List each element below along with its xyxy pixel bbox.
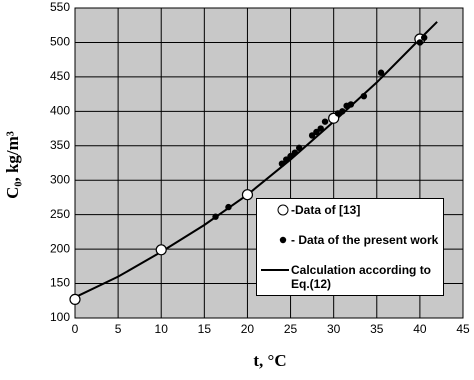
open-point [241, 189, 254, 201]
x-tick-label: 10 [155, 322, 169, 336]
filled-point [347, 101, 355, 108]
legend-label: - Data of the present work [291, 233, 439, 247]
open-point [155, 244, 167, 256]
x-tick-label: 35 [370, 322, 384, 336]
filled-point [287, 152, 294, 160]
filled-point [339, 108, 346, 115]
legend-label: -Data of [13] [291, 203, 361, 217]
legend-marker [277, 204, 289, 216]
filled-point [321, 118, 329, 125]
y-tick-label: 250 [50, 207, 70, 221]
filled-point [317, 125, 324, 132]
legend-icon [277, 204, 289, 216]
x-tick-label: 25 [284, 322, 298, 336]
filled-point [283, 156, 290, 163]
legend-label: Calculation according to Eq.(12) [291, 263, 432, 291]
filled-point [291, 149, 299, 156]
legend-icon [279, 236, 287, 244]
x-tick-label: 40 [413, 322, 427, 336]
x-axis-label: t, °C [253, 351, 286, 370]
x-tick-label: 45 [456, 322, 470, 336]
filled-point [421, 34, 428, 41]
y-tick-label: 300 [50, 172, 70, 186]
y-tick-label: 400 [50, 104, 70, 118]
filled-point [313, 128, 320, 136]
y-axis-label: C₀, kg/m³ [3, 131, 22, 199]
filled-point [295, 144, 303, 152]
legend-entry: - Data of the present work [257, 233, 443, 247]
legend-marker [279, 236, 287, 244]
filled-point [308, 132, 316, 139]
legend: -Data of [13] - Data of the present work C… [256, 198, 444, 296]
legend-entry: Calculation according to Eq.(12) [257, 263, 443, 291]
legend-icon [261, 269, 289, 271]
filled-point [225, 203, 232, 211]
legend-entry: -Data of [13] [257, 203, 443, 217]
y-tick-label: 450 [50, 69, 70, 83]
x-tick-label: 15 [198, 322, 212, 336]
filled-point [360, 92, 368, 100]
y-tick-label: 500 [50, 35, 70, 49]
fit-line [74, 21, 438, 299]
x-tick-label: 30 [327, 322, 341, 336]
filled-point [377, 69, 385, 76]
y-tick-label: 150 [50, 276, 70, 290]
y-tick-label: 200 [50, 241, 70, 255]
y-tick-label: 350 [50, 138, 70, 152]
filled-point [278, 160, 286, 167]
filled-point [212, 213, 219, 220]
filled-point [416, 39, 424, 46]
x-tick-label: 0 [72, 322, 79, 336]
x-tick-label: 5 [115, 322, 122, 336]
x-tick-label: 20 [241, 322, 255, 336]
y-tick-label: 550 [50, 0, 70, 14]
y-tick-label: 100 [50, 310, 70, 324]
open-point [69, 293, 81, 305]
